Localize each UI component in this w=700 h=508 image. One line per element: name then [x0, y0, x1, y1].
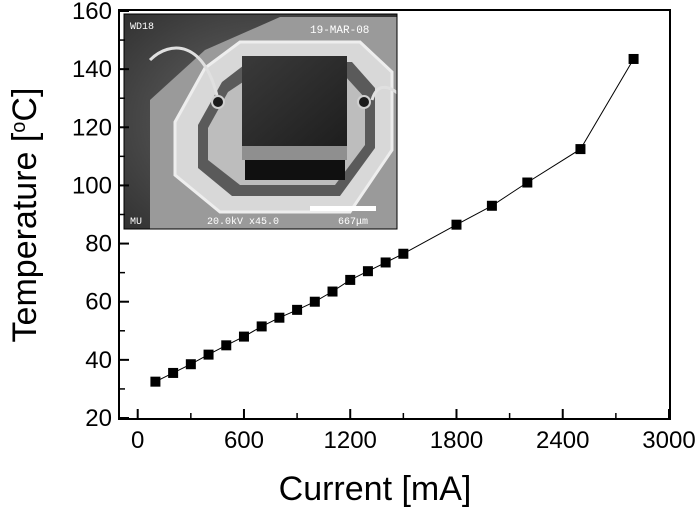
y-tick-label: 20: [85, 405, 112, 432]
y-tick-label: 40: [85, 347, 112, 374]
y-axis-title-unit: C]: [6, 88, 44, 122]
data-point: [185, 359, 196, 370]
y-axis-title-degree: o: [8, 122, 30, 133]
inset-label-scale: 667μm: [338, 217, 368, 228]
data-point: [522, 177, 533, 188]
data-point: [486, 200, 497, 211]
chip-block: [242, 56, 347, 146]
inset-label-wd: WD18: [130, 22, 154, 33]
data-point: [628, 53, 639, 64]
x-tick-label: 600: [224, 427, 264, 454]
y-axis-title-main: Temperature [: [6, 132, 44, 342]
x-axis-title: Current [mA]: [279, 470, 472, 508]
inset-label-mu: MU: [130, 217, 142, 228]
y-axis-title: Temperature [oC]: [6, 88, 44, 343]
data-point: [398, 248, 409, 259]
data-point: [575, 144, 586, 155]
y-tick-label: 160: [72, 0, 112, 25]
data-point: [309, 296, 320, 307]
data-point: [150, 376, 161, 387]
x-tick-label: 1800: [430, 427, 483, 454]
data-point: [292, 304, 303, 315]
y-tick-label: 120: [72, 114, 112, 141]
x-axis-ticks: 0 600 1200 1800 2400 3000: [131, 409, 696, 454]
y-tick-label: 100: [72, 172, 112, 199]
data-point: [345, 274, 356, 285]
data-point: [221, 340, 232, 351]
scale-bar: [310, 206, 376, 211]
data-point: [380, 257, 391, 268]
plot-frame: [118, 9, 671, 420]
y-tick-label: 140: [72, 56, 112, 83]
data-point: [451, 219, 462, 230]
data-points: [150, 53, 639, 387]
sem-inset-image: WD18 19-MAR-08 MU 20.0kV x45.0 667μm: [124, 14, 397, 229]
y-tick-label: 60: [85, 289, 112, 316]
x-tick-label: 0: [131, 427, 144, 454]
x-tick-label: 1200: [324, 427, 377, 454]
data-point: [274, 312, 285, 323]
inset-label-kv: 20.0kV x45.0: [207, 216, 279, 228]
y-axis-ticks: 20 40 60 80 100 120 140 160: [72, 0, 129, 432]
inset-label-date: 19-MAR-08: [310, 25, 369, 37]
x-tick-label: 3000: [642, 427, 695, 454]
data-point: [203, 349, 214, 360]
data-point: [256, 321, 267, 332]
y-tick-label: 80: [85, 231, 112, 258]
data-point: [238, 331, 249, 342]
x-tick-label: 2400: [536, 427, 589, 454]
data-point: [168, 367, 179, 378]
data-point: [327, 286, 338, 297]
data-point: [362, 266, 373, 277]
